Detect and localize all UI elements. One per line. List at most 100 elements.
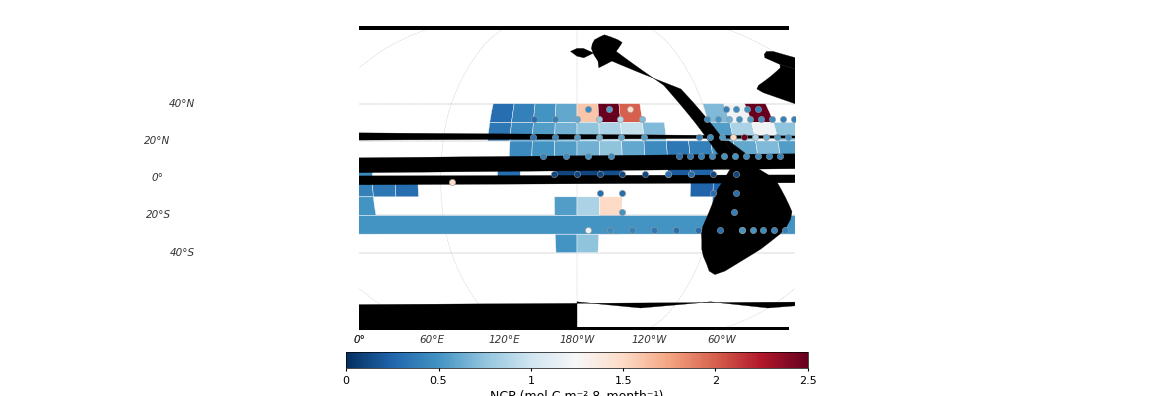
Polygon shape: [622, 141, 645, 160]
Polygon shape: [174, 138, 178, 143]
Polygon shape: [679, 329, 684, 330]
Polygon shape: [177, 133, 180, 139]
Polygon shape: [646, 26, 651, 28]
Polygon shape: [750, 329, 756, 330]
Polygon shape: [172, 141, 174, 147]
Polygon shape: [577, 197, 600, 215]
Polygon shape: [257, 58, 265, 63]
Polygon shape: [751, 122, 778, 141]
Polygon shape: [666, 141, 690, 160]
Polygon shape: [470, 26, 475, 28]
Polygon shape: [599, 122, 622, 141]
Polygon shape: [170, 159, 172, 164]
Polygon shape: [200, 100, 205, 105]
Polygon shape: [381, 28, 387, 30]
Polygon shape: [448, 329, 454, 330]
Polygon shape: [166, 172, 168, 176]
Polygon shape: [696, 327, 700, 329]
Polygon shape: [250, 62, 258, 67]
Polygon shape: [684, 329, 690, 330]
Polygon shape: [178, 129, 182, 134]
Polygon shape: [668, 26, 674, 28]
Polygon shape: [203, 94, 209, 100]
Polygon shape: [170, 146, 173, 150]
Polygon shape: [635, 329, 640, 330]
Polygon shape: [829, 104, 861, 122]
Polygon shape: [404, 327, 409, 329]
Polygon shape: [316, 34, 327, 39]
Polygon shape: [179, 227, 182, 232]
Polygon shape: [619, 28, 624, 30]
Polygon shape: [519, 26, 525, 28]
Polygon shape: [177, 129, 180, 133]
Polygon shape: [689, 141, 713, 160]
Polygon shape: [213, 86, 219, 91]
Polygon shape: [298, 311, 307, 316]
Polygon shape: [196, 247, 201, 253]
Polygon shape: [173, 209, 177, 214]
Text: 20°N: 20°N: [144, 136, 171, 146]
Polygon shape: [352, 28, 360, 31]
Polygon shape: [219, 83, 226, 89]
Polygon shape: [657, 327, 662, 329]
Polygon shape: [514, 26, 519, 28]
Polygon shape: [232, 75, 239, 80]
Polygon shape: [711, 141, 735, 160]
Polygon shape: [258, 59, 267, 65]
Polygon shape: [577, 122, 599, 141]
Polygon shape: [167, 159, 170, 163]
Text: 120°W: 120°W: [632, 335, 667, 345]
Polygon shape: [508, 26, 514, 28]
Polygon shape: [243, 286, 252, 291]
Polygon shape: [905, 215, 935, 234]
Polygon shape: [541, 329, 547, 330]
Polygon shape: [883, 122, 912, 141]
Polygon shape: [480, 28, 486, 30]
Polygon shape: [762, 28, 767, 30]
Polygon shape: [553, 28, 557, 30]
Polygon shape: [387, 28, 392, 30]
Polygon shape: [272, 51, 282, 56]
Polygon shape: [532, 122, 555, 141]
Polygon shape: [563, 327, 569, 329]
Polygon shape: [170, 197, 173, 202]
Polygon shape: [317, 36, 327, 41]
Polygon shape: [547, 26, 553, 28]
Polygon shape: [225, 79, 232, 85]
Polygon shape: [849, 104, 883, 122]
Polygon shape: [700, 28, 706, 30]
Polygon shape: [298, 40, 307, 45]
Polygon shape: [172, 141, 174, 147]
Polygon shape: [258, 291, 267, 297]
Polygon shape: [188, 112, 193, 118]
Polygon shape: [238, 71, 246, 76]
Polygon shape: [764, 51, 913, 111]
Polygon shape: [525, 327, 530, 329]
Polygon shape: [209, 259, 216, 265]
Polygon shape: [177, 133, 180, 139]
Polygon shape: [238, 280, 246, 286]
Polygon shape: [442, 327, 448, 329]
Polygon shape: [196, 104, 201, 109]
Polygon shape: [724, 327, 728, 329]
Polygon shape: [298, 309, 308, 314]
Polygon shape: [170, 206, 173, 211]
Polygon shape: [414, 26, 420, 28]
Polygon shape: [613, 329, 619, 330]
Polygon shape: [238, 280, 246, 286]
Polygon shape: [245, 67, 253, 72]
Polygon shape: [475, 329, 480, 330]
Polygon shape: [525, 26, 530, 28]
Polygon shape: [530, 28, 535, 30]
Polygon shape: [690, 26, 696, 28]
Polygon shape: [335, 323, 344, 327]
Polygon shape: [282, 303, 291, 308]
Polygon shape: [651, 28, 657, 30]
Polygon shape: [381, 26, 387, 28]
Polygon shape: [225, 272, 232, 277]
Polygon shape: [773, 26, 778, 28]
Polygon shape: [398, 329, 404, 330]
Polygon shape: [635, 28, 640, 30]
Polygon shape: [430, 28, 436, 30]
Polygon shape: [404, 26, 409, 28]
